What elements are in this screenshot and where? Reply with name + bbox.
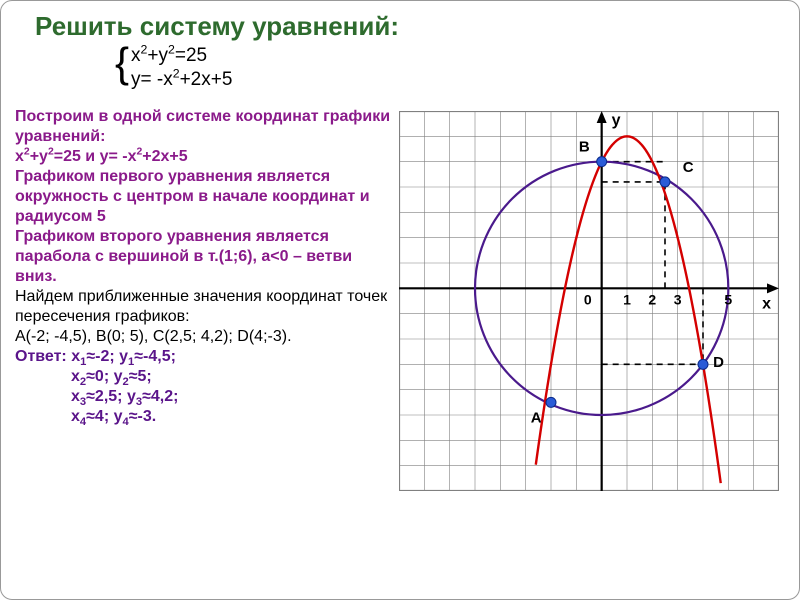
coordinate-chart: 0 1 2 3 5 х y A B C D: [399, 111, 779, 491]
explain-line: Найдем приближенные значения координат т…: [15, 287, 395, 327]
svg-text:B: B: [579, 139, 590, 156]
explain-line: Построим в одной системе координат графи…: [15, 107, 395, 147]
svg-text:5: 5: [724, 291, 732, 307]
answer-line: Ответ: x1≈-2; y1≈-4,5;: [15, 347, 395, 367]
svg-text:х: х: [762, 295, 771, 312]
svg-text:y: y: [612, 112, 621, 129]
svg-text:3: 3: [674, 291, 682, 307]
svg-text:C: C: [683, 159, 694, 176]
answer-line: x3≈2,5; y3≈4,2;: [15, 387, 395, 407]
page-title: Решить систему уравнений:: [1, 1, 799, 42]
svg-text:0: 0: [584, 291, 592, 307]
svg-text:2: 2: [648, 291, 656, 307]
svg-text:A: A: [531, 410, 542, 427]
explain-line: x2+y2=25 и y= -x2+2x+5: [15, 147, 395, 167]
explain-line: A(-2; -4,5), B(0; 5), C(2,5; 4,2); D(4;-…: [15, 327, 395, 347]
system-equations: { x2+y2=25 y= -x2+2x+5: [1, 42, 799, 92]
equation-2: y= -x2+2x+5: [131, 68, 799, 92]
answer-line: x4≈4; y4≈-3.: [15, 407, 395, 427]
explain-line: Графиком второго уравнения является пара…: [15, 227, 395, 287]
explanation-text: Построим в одной системе координат графи…: [15, 107, 395, 427]
svg-text:D: D: [713, 354, 724, 371]
equation-1: x2+y2=25: [131, 44, 799, 68]
svg-text:1: 1: [623, 291, 631, 307]
answer-line: x2≈0; y2≈5;: [15, 367, 395, 387]
explain-line: Графиком первого уравнения является окру…: [15, 167, 395, 227]
brace-icon: {: [115, 42, 129, 84]
